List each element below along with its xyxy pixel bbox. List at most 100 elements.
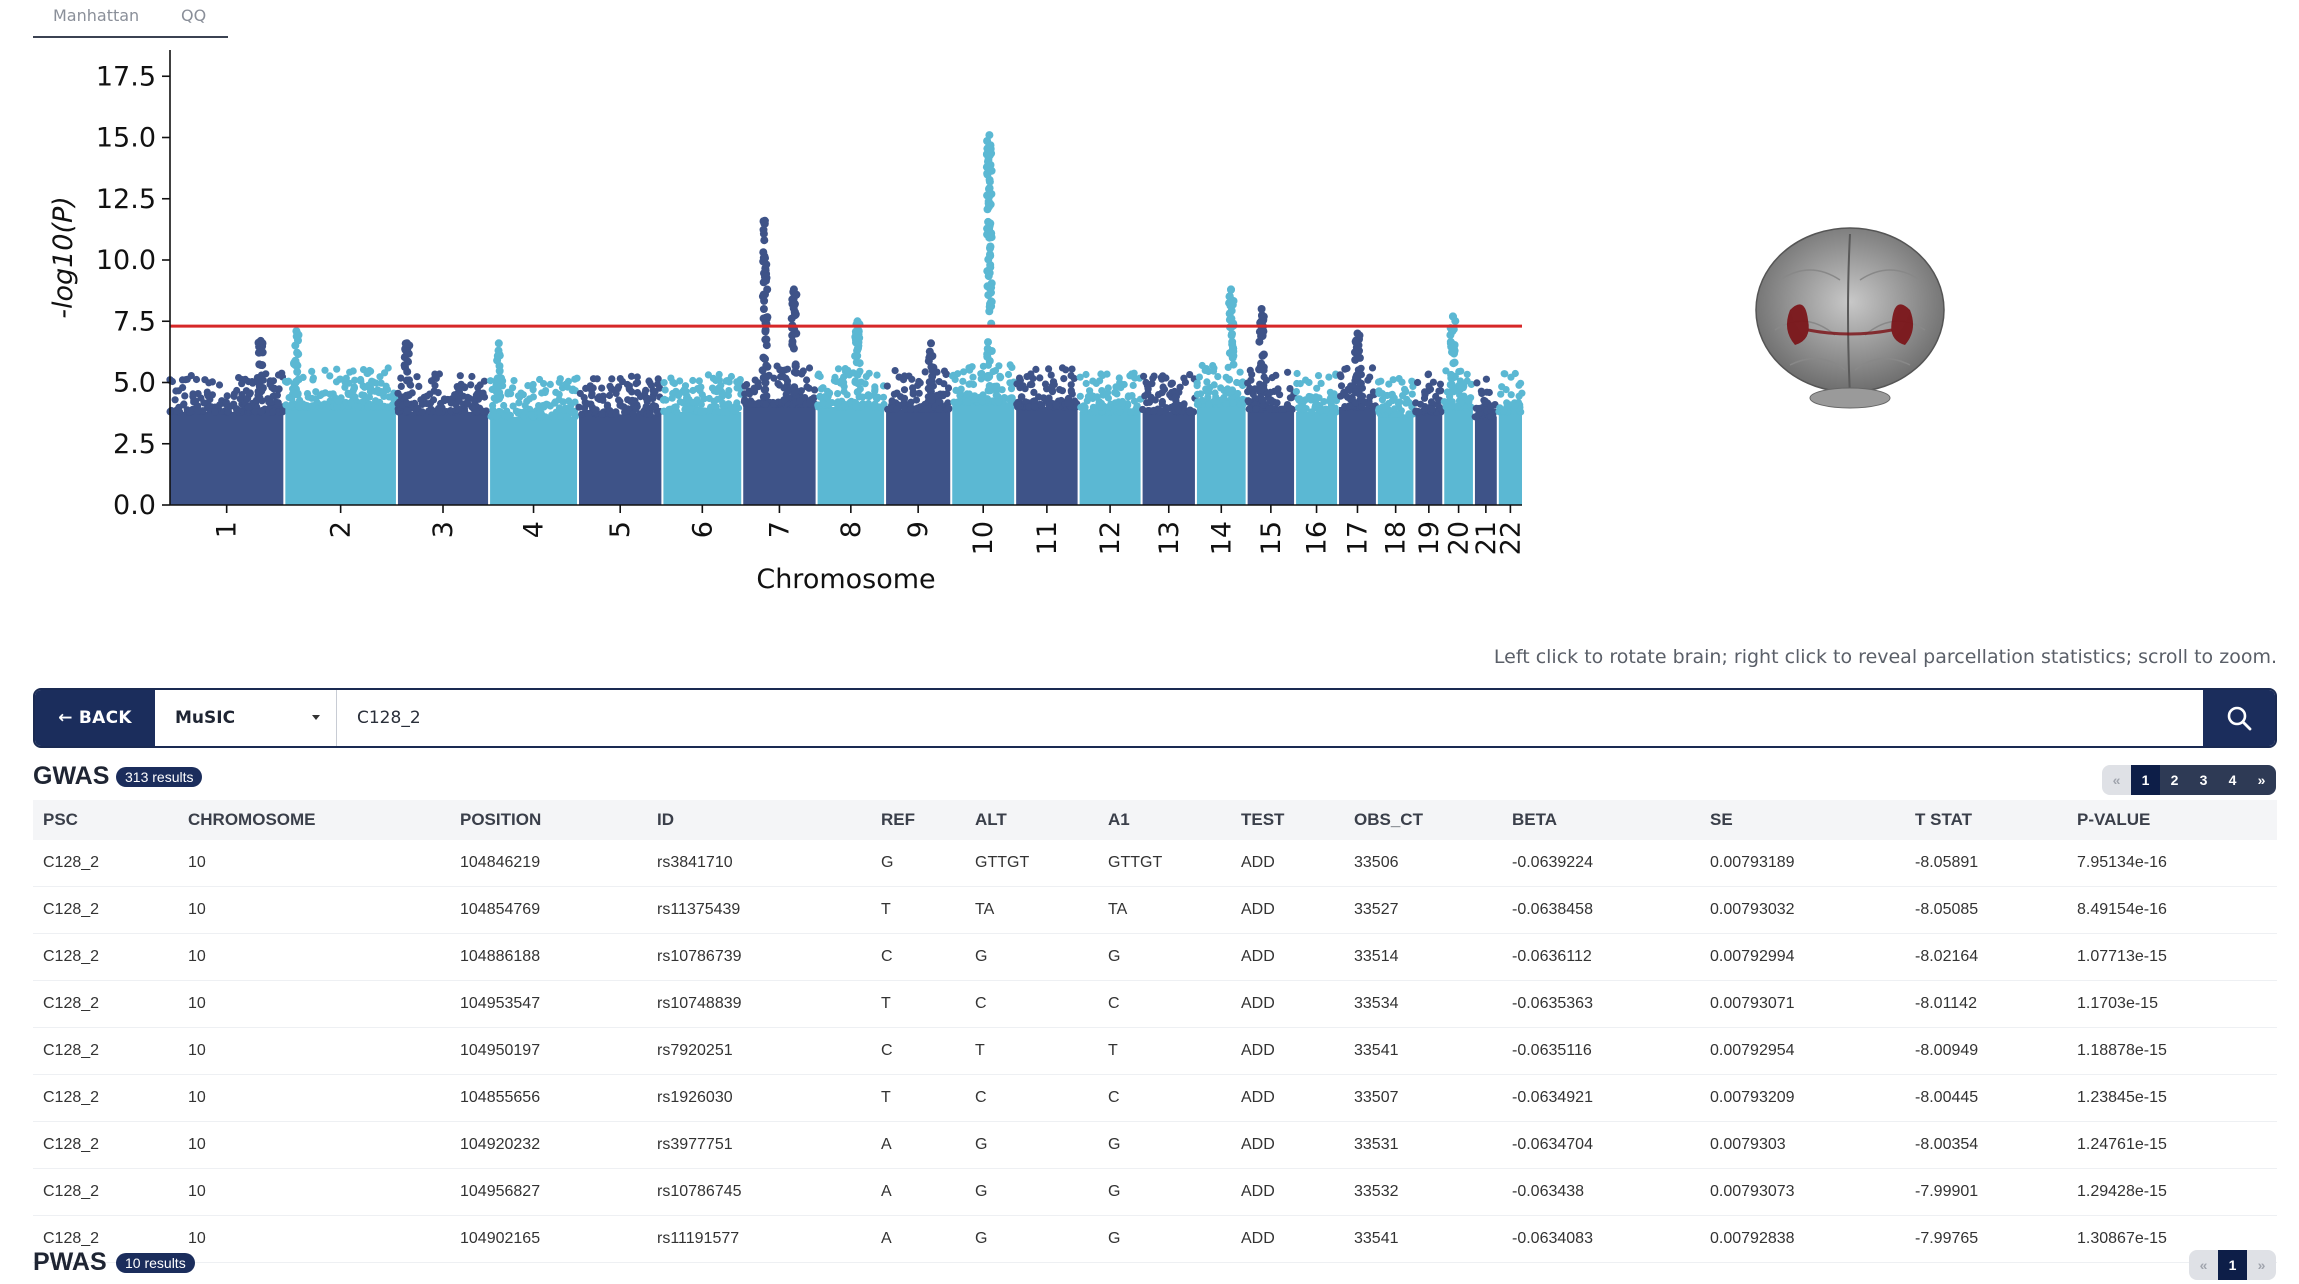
col-se[interactable]: SE: [1700, 800, 1905, 840]
snp-point: [464, 400, 472, 408]
col-p-value[interactable]: P-VALUE: [2067, 800, 2277, 840]
snp-point: [555, 390, 563, 398]
col-obs-ct[interactable]: OBS_CT: [1344, 800, 1502, 840]
snp-point: [900, 386, 909, 394]
table-row[interactable]: C128_2 10 104846219 rs3841710 G GTTGT GTTGT ADD…: [33, 840, 2277, 887]
snp-point: [676, 398, 684, 406]
col-position[interactable]: POSITION: [450, 800, 647, 840]
snp-point: [719, 390, 727, 398]
snp-point: [1396, 398, 1404, 406]
col-t-stat[interactable]: T STAT: [1905, 800, 2067, 840]
snp-point: [234, 408, 242, 416]
snp-point: [282, 401, 290, 409]
table-row[interactable]: C128_2 10 104950197 rs7920251 C T T ADD 33541 -0.…: [33, 1027, 2277, 1075]
col-a1[interactable]: A1: [1098, 800, 1231, 840]
snp-point: [179, 401, 187, 409]
page-4-button[interactable]: 4: [2218, 765, 2247, 795]
col-alt[interactable]: ALT: [965, 800, 1098, 840]
table-row[interactable]: C128_2 10 104953547 rs10748839 T C C ADD 33534 -0…: [33, 980, 2277, 1028]
gwas-pagination: « 1 2 3 4 »: [2102, 765, 2276, 795]
table-row[interactable]: C128_2 10 104886188 rs10786739 C G G ADD 33514 -0…: [33, 933, 2277, 981]
snp-point: [1233, 378, 1241, 387]
chromosome-20-dense-band: [1444, 407, 1473, 505]
page-prev-button[interactable]: «: [2102, 765, 2131, 795]
col-id[interactable]: ID: [647, 800, 871, 840]
page-1-button[interactable]: 1: [2131, 765, 2160, 795]
snp-point: [969, 373, 977, 381]
snp-point: [273, 391, 281, 399]
table-cell: G: [965, 1168, 1098, 1216]
table-row[interactable]: C128_2 10 104920232 rs3977751 A G G ADD 33531 -0.…: [33, 1121, 2277, 1169]
brain-viewer[interactable]: [1750, 220, 1950, 410]
snp-point: [985, 185, 993, 193]
table-cell: C: [965, 1074, 1098, 1122]
snp-point: [1124, 392, 1132, 400]
page-next-button[interactable]: »: [2247, 765, 2276, 795]
chromosome-2-points: [281, 327, 400, 505]
table-row[interactable]: C128_2 10 104902165 rs11191577 A G G ADD 33541 -0…: [33, 1215, 2277, 1263]
tab-manhattan[interactable]: Manhattan: [53, 6, 140, 25]
col-beta[interactable]: BETA: [1502, 800, 1700, 840]
col-test[interactable]: TEST: [1231, 800, 1344, 840]
snp-point: [1356, 369, 1364, 378]
snp-point: [1295, 396, 1303, 405]
table-cell: -8.05085: [1905, 886, 2067, 934]
snp-point: [265, 398, 273, 406]
page-next-button[interactable]: »: [2247, 1250, 2276, 1280]
snp-point: [1251, 385, 1259, 393]
back-button[interactable]: ← BACK: [35, 690, 155, 746]
table-row[interactable]: C128_2 10 104855656 rs1926030 T C C ADD 33507 -0.…: [33, 1074, 2277, 1122]
snp-point: [733, 399, 741, 407]
snp-point: [274, 371, 283, 379]
snp-point: [956, 389, 965, 398]
snp-point: [750, 388, 759, 396]
search-input[interactable]: [337, 690, 2207, 746]
page-2-button[interactable]: 2: [2160, 765, 2189, 795]
snp-point: [1236, 368, 1244, 376]
chromosome-15-dense-band: [1247, 409, 1295, 505]
snp-point: [1112, 389, 1120, 397]
snp-point: [719, 399, 727, 407]
table-row[interactable]: C128_2 10 104854769 rs11375439 T TA TA ADD 33527…: [33, 886, 2277, 934]
col-chromosome[interactable]: CHROMOSOME: [178, 800, 450, 840]
snp-point: [1358, 403, 1366, 411]
chromosome-20-points: [1440, 312, 1475, 505]
page-1-button[interactable]: 1: [2218, 1250, 2247, 1280]
snp-point: [978, 369, 986, 378]
search-button[interactable]: [2203, 690, 2275, 746]
snp-point: [803, 376, 811, 384]
snp-point: [1030, 388, 1038, 396]
col-psc[interactable]: PSC: [33, 800, 178, 840]
snp-point: [403, 367, 412, 376]
page-prev-button[interactable]: «: [2189, 1250, 2218, 1280]
x-tick-label: 14: [1206, 521, 1237, 555]
peak-snp-point: [1448, 312, 1457, 321]
snp-point: [715, 370, 723, 379]
snp-point: [689, 376, 697, 385]
snp-point: [620, 403, 628, 411]
x-tick-label: 20: [1444, 521, 1475, 555]
col-ref[interactable]: REF: [871, 800, 965, 840]
snp-point: [1414, 378, 1422, 387]
snp-point: [1402, 388, 1410, 396]
snp-point: [538, 389, 546, 397]
snp-point: [1089, 377, 1097, 385]
snp-point: [365, 393, 373, 401]
snp-point: [762, 392, 771, 400]
table-cell: -0.0635363: [1502, 980, 1700, 1028]
page-3-button[interactable]: 3: [2189, 765, 2218, 795]
snp-point: [625, 382, 634, 390]
snp-point: [551, 398, 559, 406]
snp-point: [1058, 364, 1067, 372]
dataset-select[interactable]: MuSIC: [155, 690, 337, 746]
snp-point: [521, 401, 529, 410]
snp-point: [891, 367, 899, 375]
table-cell: 1.1703e-15: [2067, 980, 2277, 1028]
snp-point: [628, 396, 636, 404]
table-cell: 33506: [1344, 840, 1502, 887]
snp-point: [493, 356, 502, 365]
tab-qq[interactable]: QQ: [181, 6, 207, 25]
table-row[interactable]: C128_2 10 104956827 rs10786745 A G G ADD 33532 -0…: [33, 1168, 2277, 1216]
snp-point: [1474, 404, 1482, 413]
brain-icon[interactable]: [1750, 220, 1950, 410]
